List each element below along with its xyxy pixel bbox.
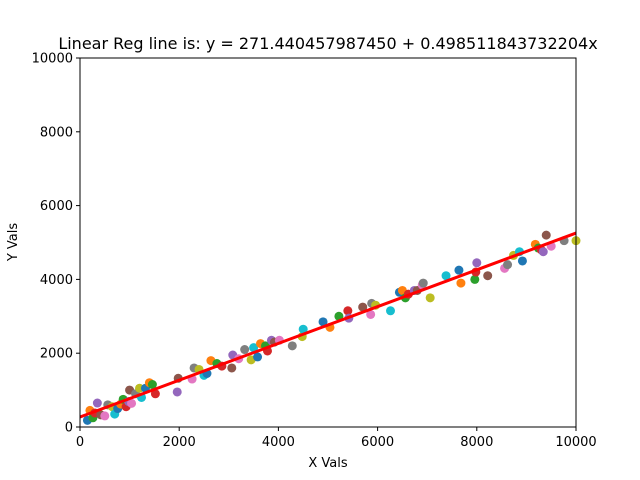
- data-point: [172, 387, 182, 397]
- data-point: [483, 271, 493, 281]
- data-point: [538, 247, 548, 257]
- x-axis-label: X Vals: [308, 456, 348, 471]
- x-tick-label: 10000: [555, 435, 596, 450]
- y-tick-label: 4000: [40, 273, 73, 288]
- y-axis-label: Y Vals: [6, 223, 21, 263]
- y-tick-label: 0: [65, 421, 73, 436]
- data-point: [541, 230, 551, 240]
- data-point: [503, 260, 513, 270]
- data-point: [454, 265, 464, 275]
- x-tick-label: 8000: [460, 435, 493, 450]
- data-point: [100, 411, 110, 421]
- data-point: [366, 309, 376, 319]
- x-tick-label: 2000: [163, 435, 196, 450]
- y-axis: 0 2000 4000 6000 8000 10000: [32, 52, 80, 436]
- data-point: [227, 363, 237, 373]
- y-tick-label: 6000: [40, 199, 73, 214]
- data-point: [249, 343, 259, 353]
- data-point: [287, 341, 297, 351]
- data-point: [386, 306, 395, 316]
- y-tick-label: 2000: [40, 347, 73, 362]
- data-point: [92, 398, 102, 408]
- data-point: [343, 306, 353, 316]
- data-point: [472, 258, 482, 268]
- regression-line: [79, 231, 577, 419]
- data-point: [150, 389, 160, 399]
- x-tick-label: 6000: [361, 435, 394, 450]
- data-point: [470, 274, 480, 284]
- data-point: [456, 278, 466, 288]
- plot-frame: [79, 57, 577, 428]
- x-tick-label: 0: [76, 435, 84, 450]
- data-point: [318, 317, 328, 327]
- y-tick-label: 8000: [40, 125, 73, 140]
- data-point: [298, 324, 308, 334]
- x-axis: 0 2000 4000 6000 8000 10000: [76, 427, 597, 450]
- plot-area: [79, 230, 581, 425]
- data-point: [418, 278, 428, 288]
- data-point: [441, 271, 451, 281]
- data-point: [240, 345, 250, 355]
- data-point: [127, 398, 137, 408]
- y-tick-label: 10000: [32, 52, 73, 67]
- data-point: [425, 293, 435, 303]
- data-point: [147, 380, 157, 390]
- x-tick-label: 4000: [262, 435, 295, 450]
- data-point: [253, 352, 263, 362]
- data-point: [358, 302, 368, 312]
- chart-title: Linear Reg line is: y = 271.440457987450…: [58, 34, 597, 53]
- data-point: [517, 256, 527, 266]
